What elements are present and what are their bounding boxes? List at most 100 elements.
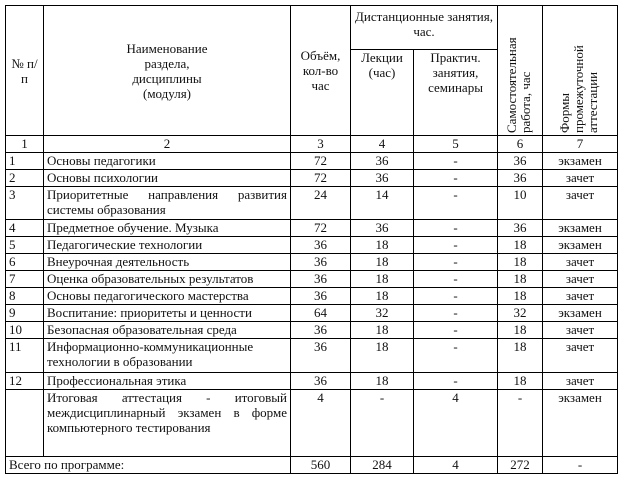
total-prac: 4	[413, 456, 498, 474]
total-lec: 284	[350, 456, 414, 474]
cell-prac: -	[413, 186, 498, 220]
cell-form: экзамен	[542, 152, 618, 170]
cell-self: 36	[497, 169, 543, 187]
cell-vol: 72	[290, 219, 351, 237]
cell-prac: -	[413, 338, 498, 373]
cell-prac: -	[413, 236, 498, 254]
header-name: Наименование раздела, дисциплины (модуля…	[43, 5, 291, 136]
cell-n: 1	[5, 152, 44, 170]
cell-n: 8	[5, 287, 44, 305]
cell-name: Педагогические технологии	[43, 236, 291, 254]
header-assessment: Формы промежуточной аттестации	[542, 5, 618, 136]
column-number: 6	[497, 135, 543, 153]
cell-self: 18	[497, 321, 543, 339]
header-practice: Практич. занятия, семинары	[413, 49, 498, 136]
cell-self: 36	[497, 152, 543, 170]
cell-name: Профессиональная этика	[43, 372, 291, 390]
cell-n: 7	[5, 270, 44, 288]
cell-prac: -	[413, 253, 498, 271]
total-label: Всего по программе:	[5, 456, 291, 474]
cell-form: экзамен	[542, 219, 618, 237]
table-row: 12 Профессиональная этика 36 18-18 зачет	[5, 372, 618, 390]
cell-name: Внеурочная деятельность	[43, 253, 291, 271]
header-subrow: Лекции (час) Практич. занятия, семинары	[6, 49, 618, 136]
cell-lec: 18	[350, 338, 414, 373]
column-number: 4	[350, 135, 414, 153]
cell-name: Основы педагогики	[43, 152, 291, 170]
cell-n: 9	[5, 304, 44, 322]
header-self-study: Самостоятельная работа, час	[497, 5, 543, 136]
cell-form: зачет	[542, 321, 618, 339]
column-number: 1	[5, 135, 44, 153]
cell-name: Оценка образовательных результатов	[43, 270, 291, 288]
total-vol: 560	[290, 456, 351, 474]
cell-vol: 4	[290, 389, 351, 457]
cell-n: 4	[5, 219, 44, 237]
cell-lec: -	[350, 389, 414, 457]
cell-vol: 36	[290, 270, 351, 288]
cell-form: экзамен	[542, 389, 618, 457]
cell-prac: -	[413, 270, 498, 288]
cell-n: 11	[5, 338, 44, 373]
cell-self: 18	[497, 253, 543, 271]
cell-lec: 18	[350, 287, 414, 305]
cell-vol: 36	[290, 287, 351, 305]
cell-vol: 36	[290, 236, 351, 254]
cell-prac: -	[413, 304, 498, 322]
cell-lec: 32	[350, 304, 414, 322]
cell-self: -	[497, 389, 543, 457]
table-row: Итоговая аттестация - итоговый междисцип…	[5, 389, 618, 457]
cell-vol: 64	[290, 304, 351, 322]
cell-form: зачет	[542, 270, 618, 288]
table-row: 1 Основы педагогики 72 36-36 экзамен	[5, 152, 618, 170]
cell-self: 18	[497, 236, 543, 254]
table-row: 11 Информационно-коммуникационные техноло…	[5, 338, 618, 373]
cell-self: 36	[497, 219, 543, 237]
total-self: 272	[497, 456, 543, 474]
cell-prac: -	[413, 219, 498, 237]
column-number: 5	[413, 135, 498, 153]
cell-name: Воспитание: приоритеты и ценности	[43, 304, 291, 322]
cell-name: Основы психологии	[43, 169, 291, 187]
cell-form: зачет	[542, 372, 618, 390]
cell-form: зачет	[542, 253, 618, 271]
cell-prac: -	[413, 169, 498, 187]
cell-form: экзамен	[542, 236, 618, 254]
table-row: 3 Приоритетные направления развития систе…	[5, 186, 618, 220]
header-distance: Дистанционные занятия, час.	[350, 5, 498, 50]
cell-vol: 36	[290, 321, 351, 339]
cell-lec: 18	[350, 372, 414, 390]
cell-form: зачет	[542, 287, 618, 305]
cell-prac: -	[413, 152, 498, 170]
header-row: № п/п Наименование раздела, дисциплины (…	[5, 5, 618, 136]
cell-form: зачет	[542, 338, 618, 373]
cell-prac: -	[413, 372, 498, 390]
cell-n: 5	[5, 236, 44, 254]
table-row: 4 Предметное обучение. Музыка 72 36-36 экзам…	[5, 219, 618, 237]
cell-n: 3	[5, 186, 44, 220]
cell-vol: 24	[290, 186, 351, 220]
header-self-study-text: Самостоятельная работа, час	[504, 37, 533, 133]
cell-vol: 36	[290, 338, 351, 373]
cell-lec: 18	[350, 270, 414, 288]
cell-prac: 4	[413, 389, 498, 457]
header-lectures: Лекции (час)	[350, 49, 414, 136]
cell-n: 6	[5, 253, 44, 271]
cell-self: 18	[497, 338, 543, 373]
table-row: 10 Безопасная образовательная среда 36 18-1…	[5, 321, 618, 339]
cell-lec: 36	[350, 219, 414, 237]
cell-lec: 18	[350, 253, 414, 271]
cell-name: Итоговая аттестация - итоговый междисцип…	[43, 389, 291, 457]
column-number: 2	[43, 135, 291, 153]
cell-name: Основы педагогического мастерства	[43, 287, 291, 305]
cell-n: 10	[5, 321, 44, 339]
cell-lec: 36	[350, 152, 414, 170]
cell-self: 10	[497, 186, 543, 220]
table-row: 6 Внеурочная деятельность 36 18-18 зачет	[5, 253, 618, 271]
cell-vol: 72	[290, 152, 351, 170]
cell-lec: 14	[350, 186, 414, 220]
total-form: -	[542, 456, 618, 474]
cell-lec: 18	[350, 236, 414, 254]
cell-self: 18	[497, 287, 543, 305]
